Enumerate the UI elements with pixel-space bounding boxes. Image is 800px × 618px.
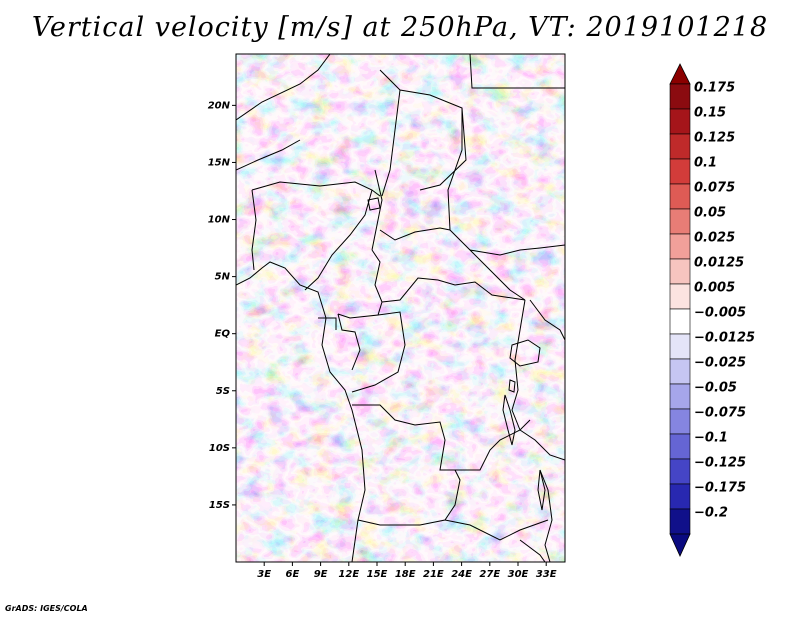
colorbar-swatch bbox=[669, 333, 691, 360]
lon-label-18e: 18E bbox=[395, 569, 416, 580]
lake-kivu bbox=[508, 379, 516, 393]
lat-label-5n: 5N bbox=[215, 272, 231, 283]
cb-label-11: −0.025 bbox=[694, 355, 746, 370]
lat-label-20n: 20N bbox=[208, 100, 231, 111]
colorbar-swatch bbox=[669, 308, 691, 335]
map-title: Vertical velocity [m/s] at 250hPa, VT: 2… bbox=[31, 12, 769, 43]
cb-label-8: 0.005 bbox=[694, 280, 735, 295]
cb-label-3: 0.1 bbox=[694, 155, 717, 170]
lat-label-10n: 10N bbox=[208, 215, 231, 226]
border-libya-algeria bbox=[236, 54, 331, 121]
border-nigeria-cameroon bbox=[304, 189, 373, 291]
lon-label-27e: 27E bbox=[479, 569, 500, 580]
lat-label-eq: EQ bbox=[215, 329, 231, 340]
colorbar-swatch bbox=[669, 483, 691, 510]
lon-label-6e: 6E bbox=[286, 569, 300, 580]
border-cameroon-north bbox=[371, 169, 383, 251]
cb-label-2: 0.125 bbox=[694, 130, 735, 145]
cb-label-10: −0.0125 bbox=[694, 330, 755, 345]
cb-label-1: 0.15 bbox=[694, 105, 726, 120]
lon-label-33e: 33E bbox=[536, 569, 557, 580]
border-nigeria-benin bbox=[251, 189, 257, 271]
colorbar-swatch bbox=[669, 433, 691, 460]
border-drc-zambia bbox=[455, 419, 531, 471]
colorbar-swatch bbox=[669, 383, 691, 410]
grads-credit: GrADS: IGES/COLA bbox=[5, 604, 88, 613]
cb-label-9: −0.005 bbox=[694, 305, 746, 320]
colorbar-swatch bbox=[669, 83, 691, 110]
border-chad-car bbox=[379, 227, 451, 241]
border-drc-east bbox=[511, 299, 526, 431]
border-car-drc bbox=[381, 277, 526, 303]
border-zambia-south bbox=[444, 519, 549, 541]
lon-label-3e: 3E bbox=[257, 569, 271, 580]
border-drc-angola bbox=[352, 404, 455, 471]
lon-label-30e: 30E bbox=[508, 569, 529, 580]
cb-label-0: 0.175 bbox=[694, 80, 735, 95]
cb-label-12: −0.05 bbox=[694, 380, 737, 395]
colorbar-swatch bbox=[669, 508, 691, 535]
cb-label-6: 0.025 bbox=[694, 230, 735, 245]
colorbar-swatch bbox=[669, 458, 691, 485]
colorbar: 0.175 0.15 0.125 0.1 0.075 0.05 0.025 0.… bbox=[669, 63, 755, 557]
colorbar-labels: 0.175 0.15 0.125 0.1 0.075 0.05 0.025 0.… bbox=[694, 80, 755, 520]
colorbar-swatch bbox=[669, 108, 691, 135]
longitude-labels: 3E 6E 9E 12E 15E 18E 21E 24E 27E 30E 33E bbox=[257, 569, 556, 580]
cb-label-14: −0.1 bbox=[694, 430, 728, 445]
border-niger-chad bbox=[381, 89, 401, 197]
lon-label-9e: 9E bbox=[314, 569, 328, 580]
colorbar-swatch bbox=[669, 408, 691, 435]
border-congo-drc bbox=[351, 311, 406, 393]
border-sudan-egypt bbox=[469, 54, 565, 89]
lat-label-5s: 5S bbox=[216, 386, 230, 397]
lat-label-15n: 15N bbox=[208, 157, 231, 168]
border-east-africa bbox=[529, 299, 565, 341]
lon-label-12e: 12E bbox=[338, 569, 359, 580]
cb-label-13: −0.075 bbox=[694, 405, 746, 420]
colorbar-bottom-arrow bbox=[669, 533, 691, 557]
border-malawi bbox=[539, 469, 553, 562]
country-borders bbox=[236, 54, 565, 562]
border-gabon-congo bbox=[337, 313, 361, 371]
map-frame bbox=[235, 53, 566, 563]
colorbar-swatch bbox=[669, 283, 691, 310]
cb-label-4: 0.075 bbox=[694, 180, 735, 195]
border-eq-guinea bbox=[318, 317, 337, 330]
cb-label-16: −0.175 bbox=[694, 480, 746, 495]
border-niger-nigeria bbox=[251, 181, 381, 197]
lon-label-21e: 21E bbox=[423, 569, 444, 580]
lake-tanganyika bbox=[502, 394, 516, 446]
colorbar-swatch bbox=[669, 183, 691, 210]
cb-label-17: −0.2 bbox=[694, 505, 728, 520]
axis-ticks bbox=[232, 104, 547, 566]
lon-label-15e: 15E bbox=[367, 569, 388, 580]
colorbar-top-arrow bbox=[669, 63, 691, 85]
lake-malawi bbox=[537, 469, 546, 511]
colorbar-swatch bbox=[669, 208, 691, 235]
colorbar-swatch bbox=[669, 358, 691, 385]
lon-label-24e: 24E bbox=[451, 569, 472, 580]
cb-label-15: −0.125 bbox=[694, 455, 746, 470]
latitude-labels: 20N 15N 10N 5N EQ 5S 10S 15S bbox=[208, 100, 231, 511]
colorbar-swatch bbox=[669, 158, 691, 185]
coastline bbox=[236, 261, 366, 562]
border-mozambique bbox=[519, 539, 546, 562]
cb-label-5: 0.05 bbox=[694, 205, 726, 220]
lat-label-10s: 10S bbox=[209, 443, 230, 454]
border-algeria-mali bbox=[236, 139, 301, 171]
border-sudan-ssudan bbox=[469, 244, 565, 256]
lake-victoria bbox=[509, 339, 541, 367]
lake-chad bbox=[367, 197, 381, 211]
lat-label-15s: 15S bbox=[209, 500, 230, 511]
border-tanzania bbox=[519, 429, 565, 461]
border-chad-sudan bbox=[447, 108, 526, 301]
velocity-field bbox=[236, 54, 565, 562]
colorbar-swatch bbox=[669, 233, 691, 260]
colorbar-swatch bbox=[669, 258, 691, 285]
cb-label-7: 0.0125 bbox=[694, 255, 744, 270]
colorbar-swatch bbox=[669, 133, 691, 160]
